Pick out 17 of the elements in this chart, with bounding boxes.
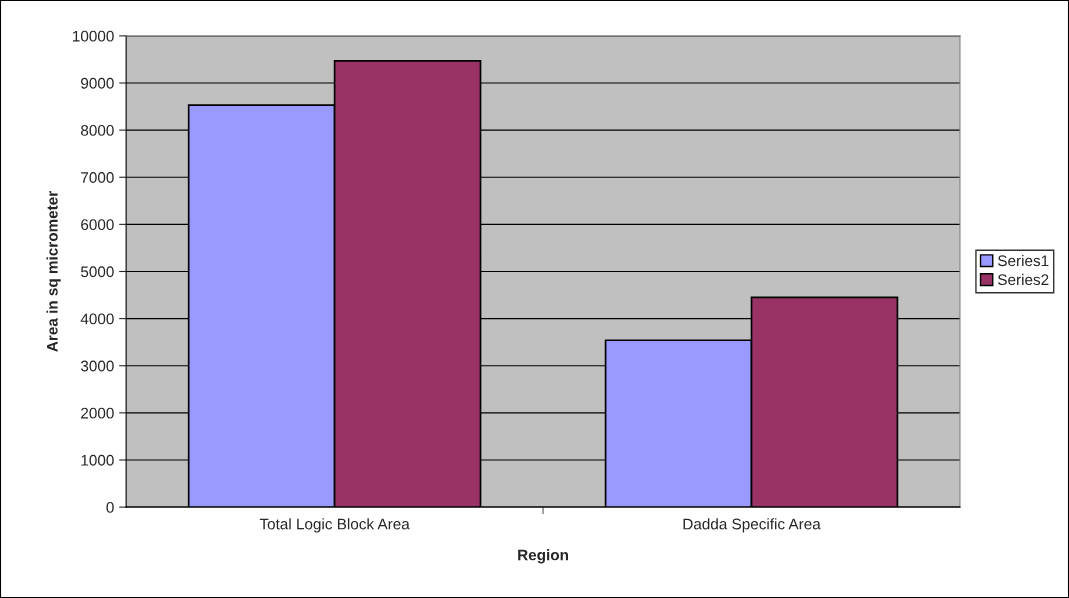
y-axis-title: Area in sq micrometer — [46, 191, 61, 352]
y-tick-label: 10000 — [73, 30, 114, 42]
y-tick-label: 8000 — [81, 124, 114, 136]
y-tick-label: 3000 — [80, 360, 114, 372]
x-tick-label: Dadda Specific Area — [683, 518, 821, 533]
y-tick-label: 7000 — [81, 172, 114, 183]
x-tick-label: Total Logic Block Area — [259, 518, 410, 533]
y-tick-label: 6000 — [81, 219, 114, 231]
y-tick-label: 2000 — [81, 407, 114, 419]
legend-label: Series1 — [998, 254, 1049, 267]
y-tick-label: 9000 — [81, 77, 114, 89]
y-tick-label: 5000 — [80, 266, 114, 278]
x-axis-title: Region — [518, 549, 568, 564]
y-tick-label: 4000 — [80, 313, 114, 325]
y-tick-label: 0 — [106, 501, 114, 513]
legend-label: Series2 — [998, 273, 1049, 286]
y-tick-label: 1000 — [81, 454, 114, 466]
